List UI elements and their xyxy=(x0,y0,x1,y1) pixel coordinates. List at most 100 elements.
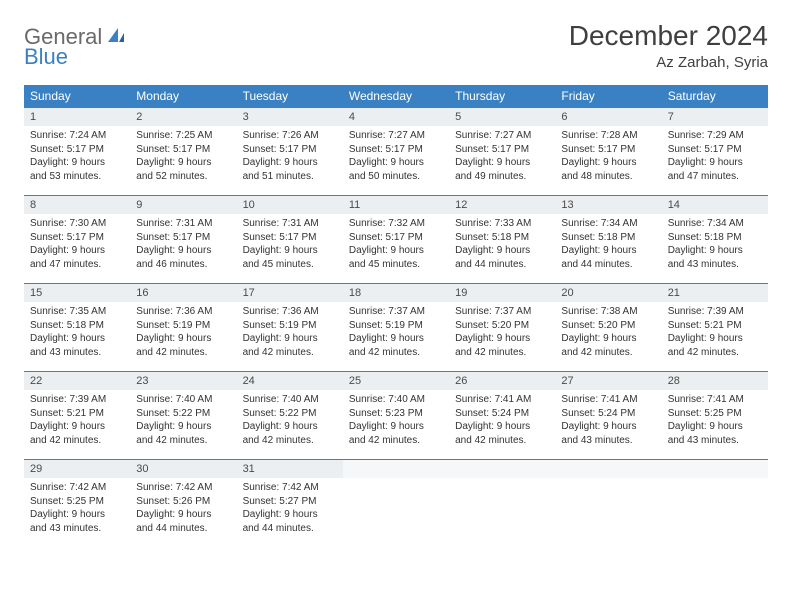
daylight-text: Daylight: 9 hours and 42 minutes. xyxy=(349,332,443,359)
day-number: 28 xyxy=(662,371,768,390)
day-number: 21 xyxy=(662,283,768,302)
calendar-day-cell: 27Sunrise: 7:41 AMSunset: 5:24 PMDayligh… xyxy=(555,371,661,459)
calendar-day-cell: 6Sunrise: 7:28 AMSunset: 5:17 PMDaylight… xyxy=(555,107,661,195)
day-details: Sunrise: 7:33 AMSunset: 5:18 PMDaylight:… xyxy=(449,214,555,277)
day-number: 2 xyxy=(130,107,236,126)
sunrise-text: Sunrise: 7:40 AM xyxy=(243,393,337,407)
sunrise-text: Sunrise: 7:36 AM xyxy=(243,305,337,319)
sunset-text: Sunset: 5:19 PM xyxy=(136,319,230,333)
sunset-text: Sunset: 5:17 PM xyxy=(243,231,337,245)
sunrise-text: Sunrise: 7:42 AM xyxy=(243,481,337,495)
day-details: Sunrise: 7:41 AMSunset: 5:24 PMDaylight:… xyxy=(449,390,555,453)
daylight-text: Daylight: 9 hours and 44 minutes. xyxy=(561,244,655,271)
sunrise-text: Sunrise: 7:38 AM xyxy=(561,305,655,319)
sunset-text: Sunset: 5:24 PM xyxy=(561,407,655,421)
sunrise-text: Sunrise: 7:41 AM xyxy=(668,393,762,407)
day-number: 20 xyxy=(555,283,661,302)
daylight-text: Daylight: 9 hours and 48 minutes. xyxy=(561,156,655,183)
day-details: Sunrise: 7:34 AMSunset: 5:18 PMDaylight:… xyxy=(662,214,768,277)
day-number: 24 xyxy=(237,371,343,390)
calendar-day-cell: 19Sunrise: 7:37 AMSunset: 5:20 PMDayligh… xyxy=(449,283,555,371)
sunset-text: Sunset: 5:25 PM xyxy=(668,407,762,421)
col-monday: Monday xyxy=(130,85,236,107)
day-details: Sunrise: 7:28 AMSunset: 5:17 PMDaylight:… xyxy=(555,126,661,189)
calendar-day-cell: 21Sunrise: 7:39 AMSunset: 5:21 PMDayligh… xyxy=(662,283,768,371)
calendar-day-cell: 22Sunrise: 7:39 AMSunset: 5:21 PMDayligh… xyxy=(24,371,130,459)
calendar-day-cell: 31Sunrise: 7:42 AMSunset: 5:27 PMDayligh… xyxy=(237,459,343,547)
calendar-day-cell: 2Sunrise: 7:25 AMSunset: 5:17 PMDaylight… xyxy=(130,107,236,195)
daylight-text: Daylight: 9 hours and 42 minutes. xyxy=(136,420,230,447)
sunset-text: Sunset: 5:21 PM xyxy=(30,407,124,421)
day-details: Sunrise: 7:42 AMSunset: 5:27 PMDaylight:… xyxy=(237,478,343,541)
sunrise-text: Sunrise: 7:39 AM xyxy=(30,393,124,407)
sunrise-text: Sunrise: 7:40 AM xyxy=(349,393,443,407)
day-number: 23 xyxy=(130,371,236,390)
title-block: December 2024 Az Zarbah, Syria xyxy=(569,20,768,71)
daylight-text: Daylight: 9 hours and 43 minutes. xyxy=(30,508,124,535)
sunrise-text: Sunrise: 7:41 AM xyxy=(455,393,549,407)
day-details: Sunrise: 7:35 AMSunset: 5:18 PMDaylight:… xyxy=(24,302,130,365)
sunset-text: Sunset: 5:17 PM xyxy=(30,231,124,245)
daylight-text: Daylight: 9 hours and 51 minutes. xyxy=(243,156,337,183)
daylight-text: Daylight: 9 hours and 44 minutes. xyxy=(455,244,549,271)
header: General December 2024 Az Zarbah, Syria xyxy=(24,20,768,71)
calendar-day-cell: 28Sunrise: 7:41 AMSunset: 5:25 PMDayligh… xyxy=(662,371,768,459)
col-saturday: Saturday xyxy=(662,85,768,107)
day-details: Sunrise: 7:25 AMSunset: 5:17 PMDaylight:… xyxy=(130,126,236,189)
day-number: 12 xyxy=(449,195,555,214)
calendar-day-cell xyxy=(343,459,449,547)
day-number: 14 xyxy=(662,195,768,214)
day-details: Sunrise: 7:40 AMSunset: 5:22 PMDaylight:… xyxy=(130,390,236,453)
sunrise-text: Sunrise: 7:27 AM xyxy=(455,129,549,143)
daylight-text: Daylight: 9 hours and 44 minutes. xyxy=(243,508,337,535)
calendar-day-cell: 3Sunrise: 7:26 AMSunset: 5:17 PMDaylight… xyxy=(237,107,343,195)
day-details: Sunrise: 7:39 AMSunset: 5:21 PMDaylight:… xyxy=(662,302,768,365)
day-number xyxy=(555,459,661,478)
calendar-day-cell: 23Sunrise: 7:40 AMSunset: 5:22 PMDayligh… xyxy=(130,371,236,459)
daylight-text: Daylight: 9 hours and 42 minutes. xyxy=(349,420,443,447)
location: Az Zarbah, Syria xyxy=(569,54,768,71)
day-number: 16 xyxy=(130,283,236,302)
calendar-day-cell: 20Sunrise: 7:38 AMSunset: 5:20 PMDayligh… xyxy=(555,283,661,371)
daylight-text: Daylight: 9 hours and 47 minutes. xyxy=(668,156,762,183)
day-details: Sunrise: 7:24 AMSunset: 5:17 PMDaylight:… xyxy=(24,126,130,189)
day-number: 5 xyxy=(449,107,555,126)
daylight-text: Daylight: 9 hours and 42 minutes. xyxy=(30,420,124,447)
sunset-text: Sunset: 5:20 PM xyxy=(455,319,549,333)
sunrise-text: Sunrise: 7:42 AM xyxy=(136,481,230,495)
sunrise-text: Sunrise: 7:37 AM xyxy=(349,305,443,319)
month-title: December 2024 xyxy=(569,20,768,52)
sunrise-text: Sunrise: 7:25 AM xyxy=(136,129,230,143)
day-details: Sunrise: 7:27 AMSunset: 5:17 PMDaylight:… xyxy=(343,126,449,189)
day-details: Sunrise: 7:37 AMSunset: 5:20 PMDaylight:… xyxy=(449,302,555,365)
sunrise-text: Sunrise: 7:31 AM xyxy=(243,217,337,231)
calendar-day-cell xyxy=(449,459,555,547)
sunrise-text: Sunrise: 7:24 AM xyxy=(30,129,124,143)
sunset-text: Sunset: 5:18 PM xyxy=(561,231,655,245)
sunset-text: Sunset: 5:17 PM xyxy=(455,143,549,157)
sunrise-text: Sunrise: 7:31 AM xyxy=(136,217,230,231)
day-details: Sunrise: 7:40 AMSunset: 5:22 PMDaylight:… xyxy=(237,390,343,453)
sunset-text: Sunset: 5:18 PM xyxy=(30,319,124,333)
logo-text-blue: Blue xyxy=(24,44,68,69)
calendar-day-cell: 17Sunrise: 7:36 AMSunset: 5:19 PMDayligh… xyxy=(237,283,343,371)
calendar-day-cell: 24Sunrise: 7:40 AMSunset: 5:22 PMDayligh… xyxy=(237,371,343,459)
day-number: 13 xyxy=(555,195,661,214)
sunrise-text: Sunrise: 7:40 AM xyxy=(136,393,230,407)
daylight-text: Daylight: 9 hours and 47 minutes. xyxy=(30,244,124,271)
calendar-day-cell: 16Sunrise: 7:36 AMSunset: 5:19 PMDayligh… xyxy=(130,283,236,371)
calendar-week-row: 1Sunrise: 7:24 AMSunset: 5:17 PMDaylight… xyxy=(24,107,768,195)
daylight-text: Daylight: 9 hours and 52 minutes. xyxy=(136,156,230,183)
sunrise-text: Sunrise: 7:42 AM xyxy=(30,481,124,495)
day-details: Sunrise: 7:27 AMSunset: 5:17 PMDaylight:… xyxy=(449,126,555,189)
calendar-day-cell: 5Sunrise: 7:27 AMSunset: 5:17 PMDaylight… xyxy=(449,107,555,195)
calendar-day-cell: 29Sunrise: 7:42 AMSunset: 5:25 PMDayligh… xyxy=(24,459,130,547)
calendar-day-cell xyxy=(555,459,661,547)
calendar-day-cell xyxy=(662,459,768,547)
day-details: Sunrise: 7:36 AMSunset: 5:19 PMDaylight:… xyxy=(237,302,343,365)
daylight-text: Daylight: 9 hours and 43 minutes. xyxy=(30,332,124,359)
calendar-day-cell: 18Sunrise: 7:37 AMSunset: 5:19 PMDayligh… xyxy=(343,283,449,371)
day-number: 6 xyxy=(555,107,661,126)
day-number: 25 xyxy=(343,371,449,390)
col-tuesday: Tuesday xyxy=(237,85,343,107)
